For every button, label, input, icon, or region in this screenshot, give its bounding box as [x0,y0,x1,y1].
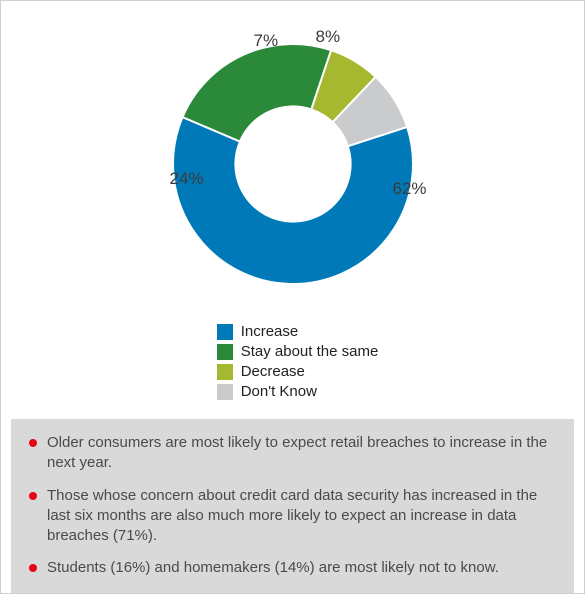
key-point: Older consumers are most likely to expec… [29,433,556,474]
donut-slice [182,44,331,142]
legend-swatch [217,344,233,360]
legend-item: Don't Know [217,383,379,400]
legend-label: Decrease [241,363,305,380]
legend-item: Stay about the same [217,343,379,360]
slice-label: 7% [254,31,279,51]
key-point: Those whose concern about credit card da… [29,486,556,547]
legend-item: Decrease [217,363,379,380]
key-points-panel: Older consumers are most likely to expec… [11,419,574,593]
key-point-text: Older consumers are most likely to expec… [47,433,556,474]
bullet-icon [29,492,37,500]
key-point-text: Those whose concern about credit card da… [47,486,556,547]
donut-svg [148,19,438,309]
bullet-icon [29,439,37,447]
slice-label: 62% [393,179,427,199]
legend-swatch [217,364,233,380]
bullet-icon [29,564,37,572]
legend-item: Increase [217,323,379,340]
donut-chart: 62% 24% 7% 8% [148,19,438,309]
chart-area: 62% 24% 7% 8% Increase Stay about the same De… [1,1,584,411]
infographic-frame: 62% 24% 7% 8% Increase Stay about the same De… [0,0,585,594]
slice-label: 8% [316,27,341,47]
legend-label: Increase [241,323,299,340]
legend-swatch [217,324,233,340]
slice-label: 24% [170,169,204,189]
legend-label: Stay about the same [241,343,379,360]
key-point: Students (16%) and homemakers (14%) are … [29,558,556,578]
legend-swatch [217,384,233,400]
donut-slice [173,117,413,284]
legend-label: Don't Know [241,383,317,400]
key-point-text: Students (16%) and homemakers (14%) are … [47,558,499,578]
legend: Increase Stay about the same Decrease Don't… [207,323,379,403]
